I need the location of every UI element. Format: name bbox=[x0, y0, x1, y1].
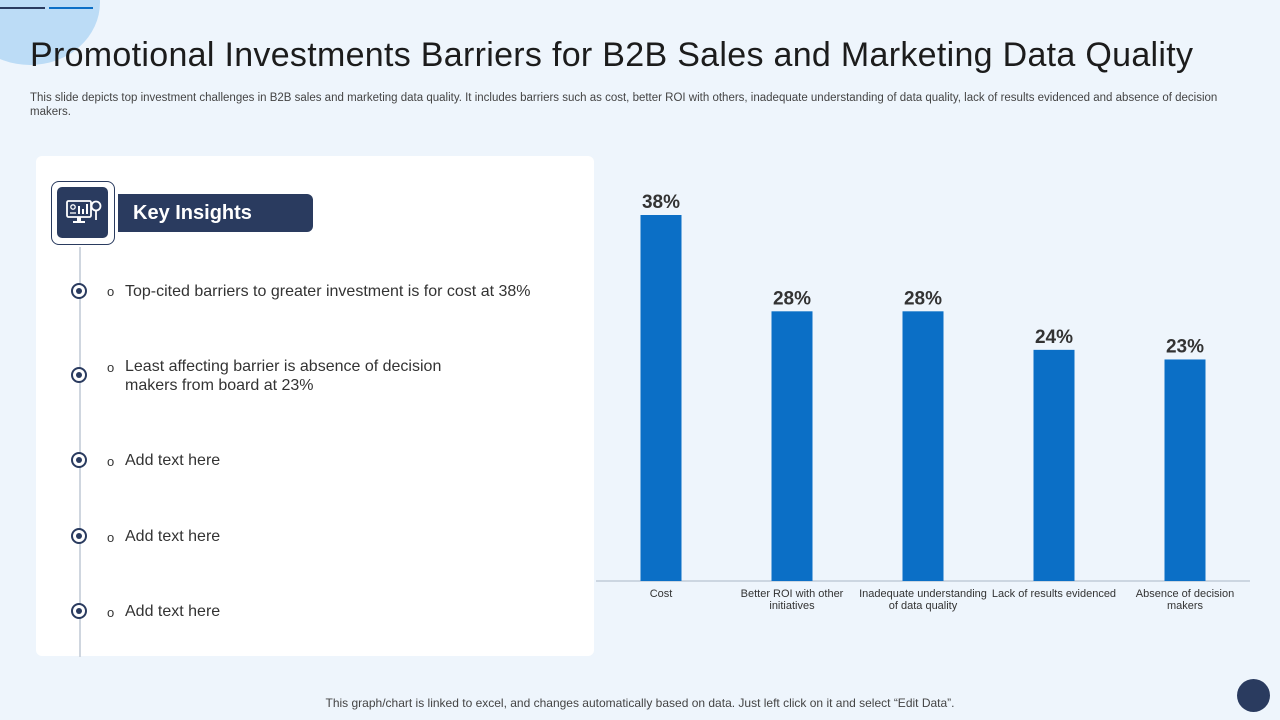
bullet-marker: o bbox=[107, 284, 115, 299]
bullet-marker: o bbox=[107, 605, 115, 620]
category-label: Better ROI with other initiatives bbox=[740, 588, 844, 612]
insight-item: Add text here bbox=[125, 452, 221, 469]
insight-item: Least affecting barrier is absence of de… bbox=[125, 358, 442, 394]
timeline-dot bbox=[71, 528, 87, 544]
bullet-marker: o bbox=[107, 454, 115, 469]
category-label: Lack of results evidenced bbox=[991, 588, 1117, 600]
bar-3[interactable] bbox=[1033, 349, 1075, 581]
bar-value-label: 23% bbox=[1166, 336, 1204, 357]
bar-value-label: 24% bbox=[1035, 327, 1073, 348]
bullet-marker: o bbox=[107, 360, 115, 375]
bullet-marker: o bbox=[107, 530, 115, 545]
insights-icon-frame bbox=[51, 181, 115, 245]
bar-1[interactable] bbox=[771, 311, 813, 581]
decorative-line-dark bbox=[0, 7, 45, 9]
timeline-dot bbox=[71, 283, 87, 299]
decorative-line-blue bbox=[49, 7, 93, 9]
bar-0[interactable] bbox=[640, 215, 682, 581]
timeline-dot bbox=[71, 603, 87, 619]
bar-2[interactable] bbox=[902, 311, 944, 581]
insight-item: Add text here bbox=[125, 528, 221, 545]
slide-subtitle: This slide depicts top investment challe… bbox=[30, 92, 1218, 118]
category-label: Absence of decision makers bbox=[1135, 588, 1235, 612]
bar-value-label: 38% bbox=[642, 192, 680, 213]
bar-4[interactable] bbox=[1164, 359, 1206, 581]
insights-card bbox=[36, 156, 594, 656]
analytics-monitor-icon bbox=[57, 187, 108, 238]
category-label: Inadequate understanding of data quality bbox=[859, 588, 987, 612]
category-label: Cost bbox=[649, 588, 673, 600]
key-insights-heading: Key Insights bbox=[118, 194, 313, 232]
timeline-dot bbox=[71, 452, 87, 468]
bar-value-label: 28% bbox=[904, 288, 942, 309]
insight-item: Top-cited barriers to greater investment… bbox=[125, 283, 531, 300]
timeline-dot bbox=[71, 367, 87, 383]
decorative-corner-dot bbox=[1237, 679, 1270, 712]
insight-item: Add text here bbox=[125, 603, 221, 620]
slide-title: Promotional Investments Barriers for B2B… bbox=[30, 36, 1194, 74]
bar-chart: 38% 28% 28% 24% 23% bbox=[596, 192, 1250, 582]
chart-footnote: This graph/chart is linked to excel, and… bbox=[325, 696, 955, 710]
bar-value-label: 28% bbox=[773, 288, 811, 309]
